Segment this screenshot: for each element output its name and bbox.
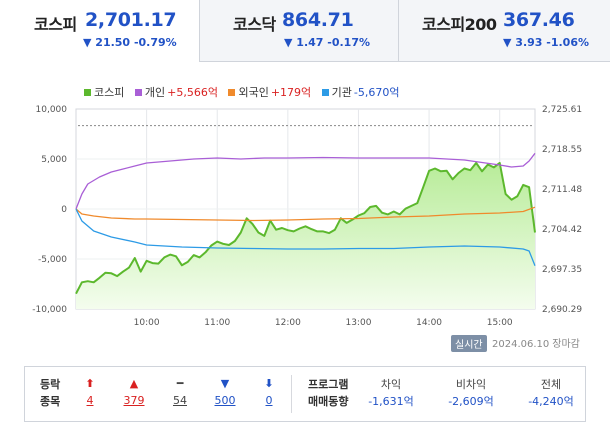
flat-icon: ━ (176, 377, 184, 390)
legend-swatch (321, 89, 329, 96)
upper-limit-icon: ⬆ (85, 377, 95, 390)
chart-date: 2024.06.10 (492, 339, 550, 350)
tab-kospi200[interactable]: 코스피200 367.46 ▼ 3.93 -1.06% (398, 0, 610, 62)
y-right-tick-label: 2,704.42 (542, 225, 582, 235)
upper-limit-stat: ⬆ 4 (76, 376, 104, 409)
series-line-1 (75, 152, 536, 210)
y-left-tick-label: 5,000 (41, 155, 67, 165)
rise-icon: ▲ (129, 377, 139, 390)
tab-kosdaq-value: 864.71 (282, 9, 354, 31)
date-info: 2024.06.10 장마감 (492, 335, 583, 350)
tab-kospi200-change: ▼ 3.93 -1.06% (503, 36, 590, 49)
tab-kospi-name: 코스피 (34, 15, 77, 34)
tab-kospi-change: ▼ 21.50 -0.79% (83, 36, 177, 49)
fall-icon: ▼ (220, 377, 230, 390)
lower-limit-count[interactable]: 0 (265, 394, 273, 407)
y-right-tick-label: 2,725.61 (542, 105, 582, 115)
index-chart[interactable]: 10:00 11:00 12:00 13:00 14:00 15:00 10,000 5,00… (0, 95, 610, 325)
index-tabs: 코스피 2,701.17 ▼ 21.50 -0.79% 코스닥 864.71 ▼… (0, 0, 610, 62)
y-right-tick-label: 2,711.48 (542, 185, 582, 195)
tab-kospi200-value: 367.46 (503, 9, 575, 31)
tab-kospi[interactable]: 코스피 2,701.17 ▼ 21.50 -0.79% (0, 0, 199, 62)
upper-limit-count[interactable]: 4 (86, 394, 94, 407)
x-tick-label: 10:00 (134, 318, 160, 325)
breadth-label: 등락 종목 (40, 378, 61, 408)
program-label: 프로그램 매매동향 (308, 378, 349, 408)
market-status: 장마감 (552, 339, 580, 350)
chart-legend: 코스피 개인 +5,566억 외국인 +179억 기관 -5,670억 (84, 84, 407, 100)
fall-count[interactable]: 500 (214, 394, 236, 407)
tab-kospi-value: 2,701.17 (85, 9, 177, 31)
legend-item-institution[interactable]: 기관 -5,670억 (321, 84, 400, 100)
series-line-3 (75, 208, 536, 266)
series-area-0 (76, 162, 535, 309)
tab-kosdaq-change: ▼ 1.47 -0.17% (284, 36, 371, 49)
tab-kosdaq[interactable]: 코스닥 864.71 ▼ 1.47 -0.17% (199, 0, 398, 62)
rise-stat: ▲ 379 (120, 376, 148, 409)
y-left-tick-label: 0 (61, 205, 67, 215)
legend-item-individual[interactable]: 개인 +5,566억 (134, 84, 218, 100)
y-left-tick-label: -10,000 (32, 305, 67, 315)
program-total: 전체 -4,240억 (528, 378, 574, 408)
legend-swatch (84, 89, 91, 96)
legend-swatch (134, 89, 142, 96)
market-stats-panel: 등락 종목 ⬆ 4 ▲ 379 ━ 54 ▼ 500 ⬇ 0 프로그램 매매동향… (24, 366, 586, 422)
series-line-0 (75, 161, 536, 295)
x-tick-label: 13:00 (345, 318, 371, 325)
x-tick-label: 11:00 (204, 318, 230, 325)
x-tick-label: 14:00 (416, 318, 442, 325)
flat-stat: ━ 54 (166, 376, 194, 409)
y-right-tick-label: 2,718.55 (542, 145, 582, 155)
divider (291, 375, 292, 413)
program-arbitrage: 차익 -1,631억 (368, 378, 414, 408)
tab-kospi200-name: 코스피200 (422, 15, 497, 34)
legend-swatch (228, 89, 236, 96)
lower-limit-stat: ⬇ 0 (255, 376, 283, 409)
y-right-tick-label: 2,690.29 (542, 305, 582, 315)
rise-count[interactable]: 379 (123, 394, 145, 407)
series-line-2 (75, 206, 536, 222)
legend-item-foreign[interactable]: 외국인 +179억 (228, 84, 311, 100)
flat-count[interactable]: 54 (173, 394, 187, 407)
legend-item-kospi[interactable]: 코스피 (84, 84, 124, 100)
x-tick-label: 15:00 (487, 318, 513, 325)
fall-stat: ▼ 500 (211, 376, 239, 409)
realtime-badge: 실시간 (451, 335, 487, 352)
lower-limit-icon: ⬇ (264, 377, 274, 390)
y-left-tick-label: 10,000 (36, 105, 68, 115)
y-left-tick-label: -5,000 (38, 255, 67, 265)
tab-kosdaq-name: 코스닥 (233, 15, 276, 34)
x-tick-label: 12:00 (275, 318, 301, 325)
y-right-tick-label: 2,697.35 (542, 265, 582, 275)
program-non-arbitrage: 비차익 -2,609억 (448, 378, 494, 408)
